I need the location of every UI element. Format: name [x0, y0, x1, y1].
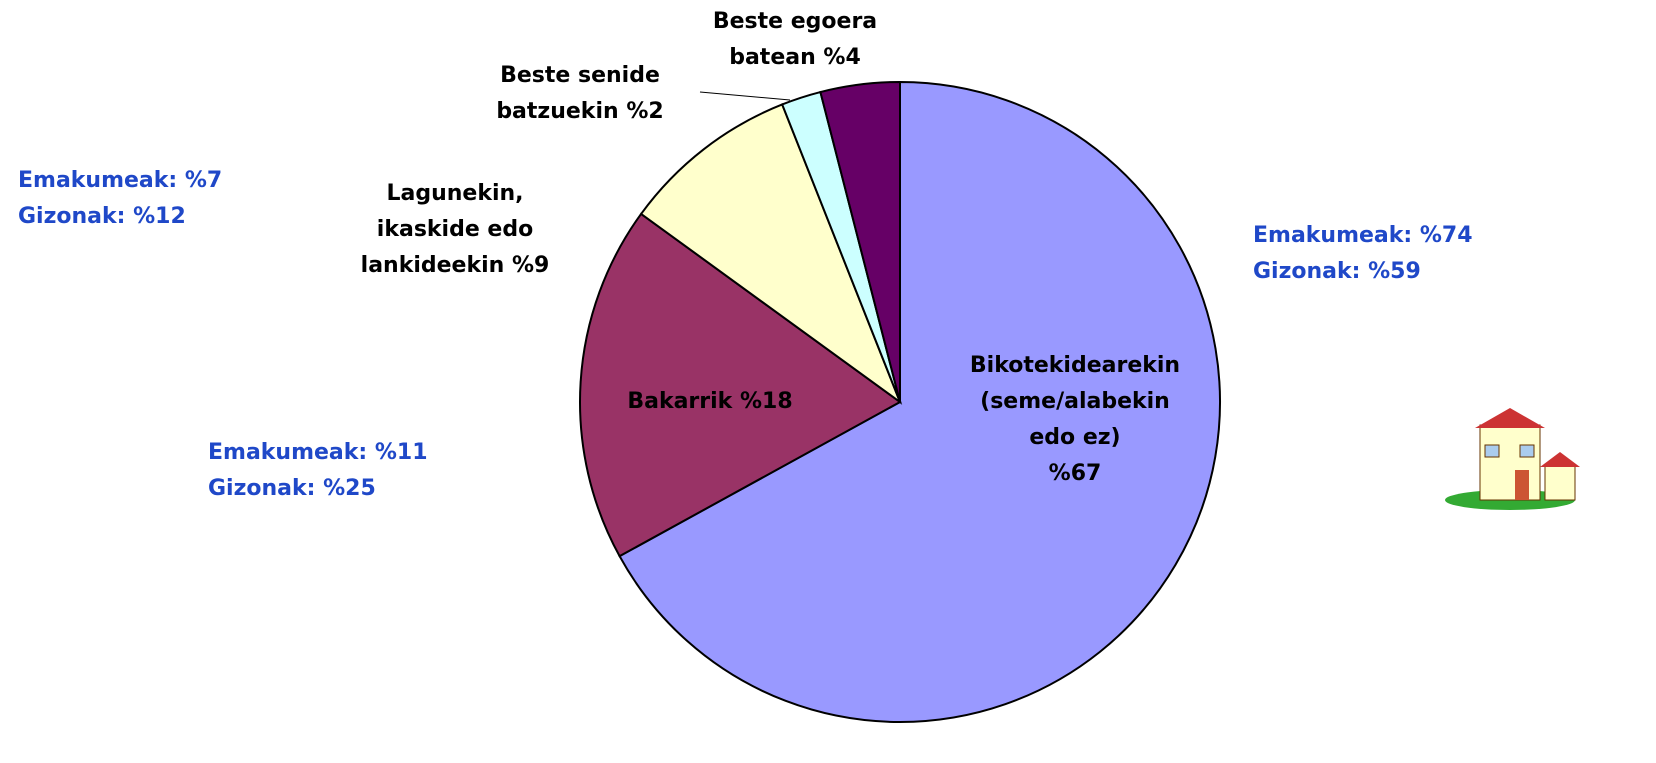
house-icon — [1445, 408, 1580, 510]
slice-label: Bakarrik %18 — [627, 384, 792, 420]
category-label: Lagunekin, ikaskide edo lankideekin — [361, 181, 534, 278]
annotation-line: Gizonak: %59 — [1253, 254, 1473, 290]
page: Bikotekidearekin (seme/alabekin edo ez) … — [0, 0, 1656, 763]
value-label: %2 — [626, 99, 663, 124]
value-label: %67 — [1049, 461, 1102, 486]
category-label: Bakarrik — [627, 389, 732, 414]
annotation-line: Emakumeak: %7 — [18, 163, 222, 199]
slice-label: Lagunekin, ikaskide edo lankideekin %9 — [361, 176, 550, 284]
annotation-line: Emakumeak: %74 — [1253, 218, 1473, 254]
value-label: %9 — [512, 253, 549, 278]
annotation-line: Emakumeak: %11 — [208, 435, 428, 471]
annotation-line: Gizonak: %25 — [208, 471, 428, 507]
chart — [0, 0, 1656, 763]
value-label: %4 — [823, 45, 860, 70]
slice-label: Beste egoera batean %4 — [713, 4, 877, 76]
leader-line — [700, 92, 790, 100]
slice-label: Beste senide batzuekin %2 — [496, 58, 663, 130]
annotation-line: Gizonak: %12 — [18, 199, 222, 235]
slice-label: Bikotekidearekin (seme/alabekin edo ez) … — [970, 348, 1180, 492]
value-label: %18 — [740, 389, 793, 414]
category-label: Bikotekidearekin (seme/alabekin edo ez) — [970, 353, 1180, 450]
